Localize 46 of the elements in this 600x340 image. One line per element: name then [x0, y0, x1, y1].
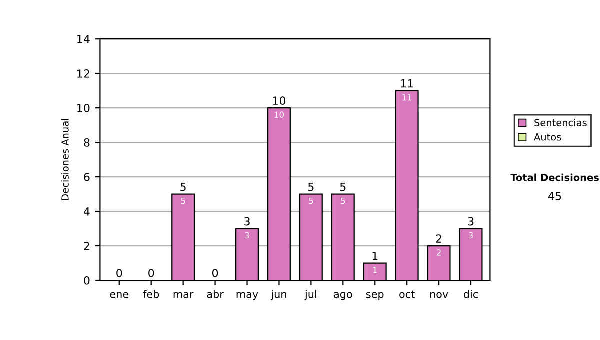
y-axis-title: Decisiones Anual	[61, 119, 69, 200]
legend-label: Autos	[534, 134, 562, 141]
data-label: 10	[274, 112, 284, 118]
total-label: 5	[180, 183, 186, 192]
total-label: 1	[372, 252, 378, 260]
total-label: 11	[401, 80, 414, 88]
x-tick-label: sep	[366, 292, 384, 300]
x-tick-label: ago	[334, 292, 352, 300]
x-tick-label: abr	[207, 290, 224, 298]
total-label: 10	[273, 96, 286, 106]
y-tick-label: 6	[84, 173, 90, 182]
total-label: 0	[212, 269, 218, 278]
x-tick-label: feb	[143, 290, 160, 298]
x-tick-label: oct	[400, 290, 415, 298]
x-tick-label: jul	[304, 290, 316, 300]
data-label: 3	[469, 232, 474, 239]
data-label: 11	[402, 94, 412, 101]
total-label: 3	[244, 217, 250, 226]
y-tick-label: 10	[78, 104, 90, 112]
text: Total Decisiones	[510, 174, 599, 182]
data-label: 5	[181, 198, 186, 204]
y-tick-label: 12	[78, 70, 90, 78]
total-label: 0	[116, 269, 122, 278]
y-tick-label: 2	[84, 242, 90, 250]
data-label: 1	[373, 266, 377, 274]
data-label: 5	[341, 198, 346, 204]
y-tick-label: 8	[84, 138, 90, 147]
data-label: 2	[437, 250, 441, 256]
x-tick-label: dic	[464, 290, 478, 298]
total-label: 5	[308, 183, 314, 192]
x-tick-label: mar	[174, 292, 194, 298]
text: 45	[548, 192, 562, 200]
y-tick-label: 4	[84, 208, 90, 216]
x-tick-label: nov	[430, 292, 448, 298]
total-label: 5	[340, 183, 346, 192]
data-label: 5	[309, 198, 314, 204]
x-tick-label: ene	[110, 292, 129, 298]
total-label: 2	[436, 234, 442, 243]
y-tick-label: 0	[84, 276, 90, 285]
y-tick-label: 14	[78, 35, 90, 44]
x-tick-label: jun	[270, 290, 286, 300]
total-label: 3	[468, 217, 474, 226]
total-label: 0	[148, 269, 154, 278]
data-label: 3	[245, 232, 250, 239]
legend-label: Sentencias	[534, 118, 587, 127]
x-tick-label: may	[236, 292, 258, 300]
